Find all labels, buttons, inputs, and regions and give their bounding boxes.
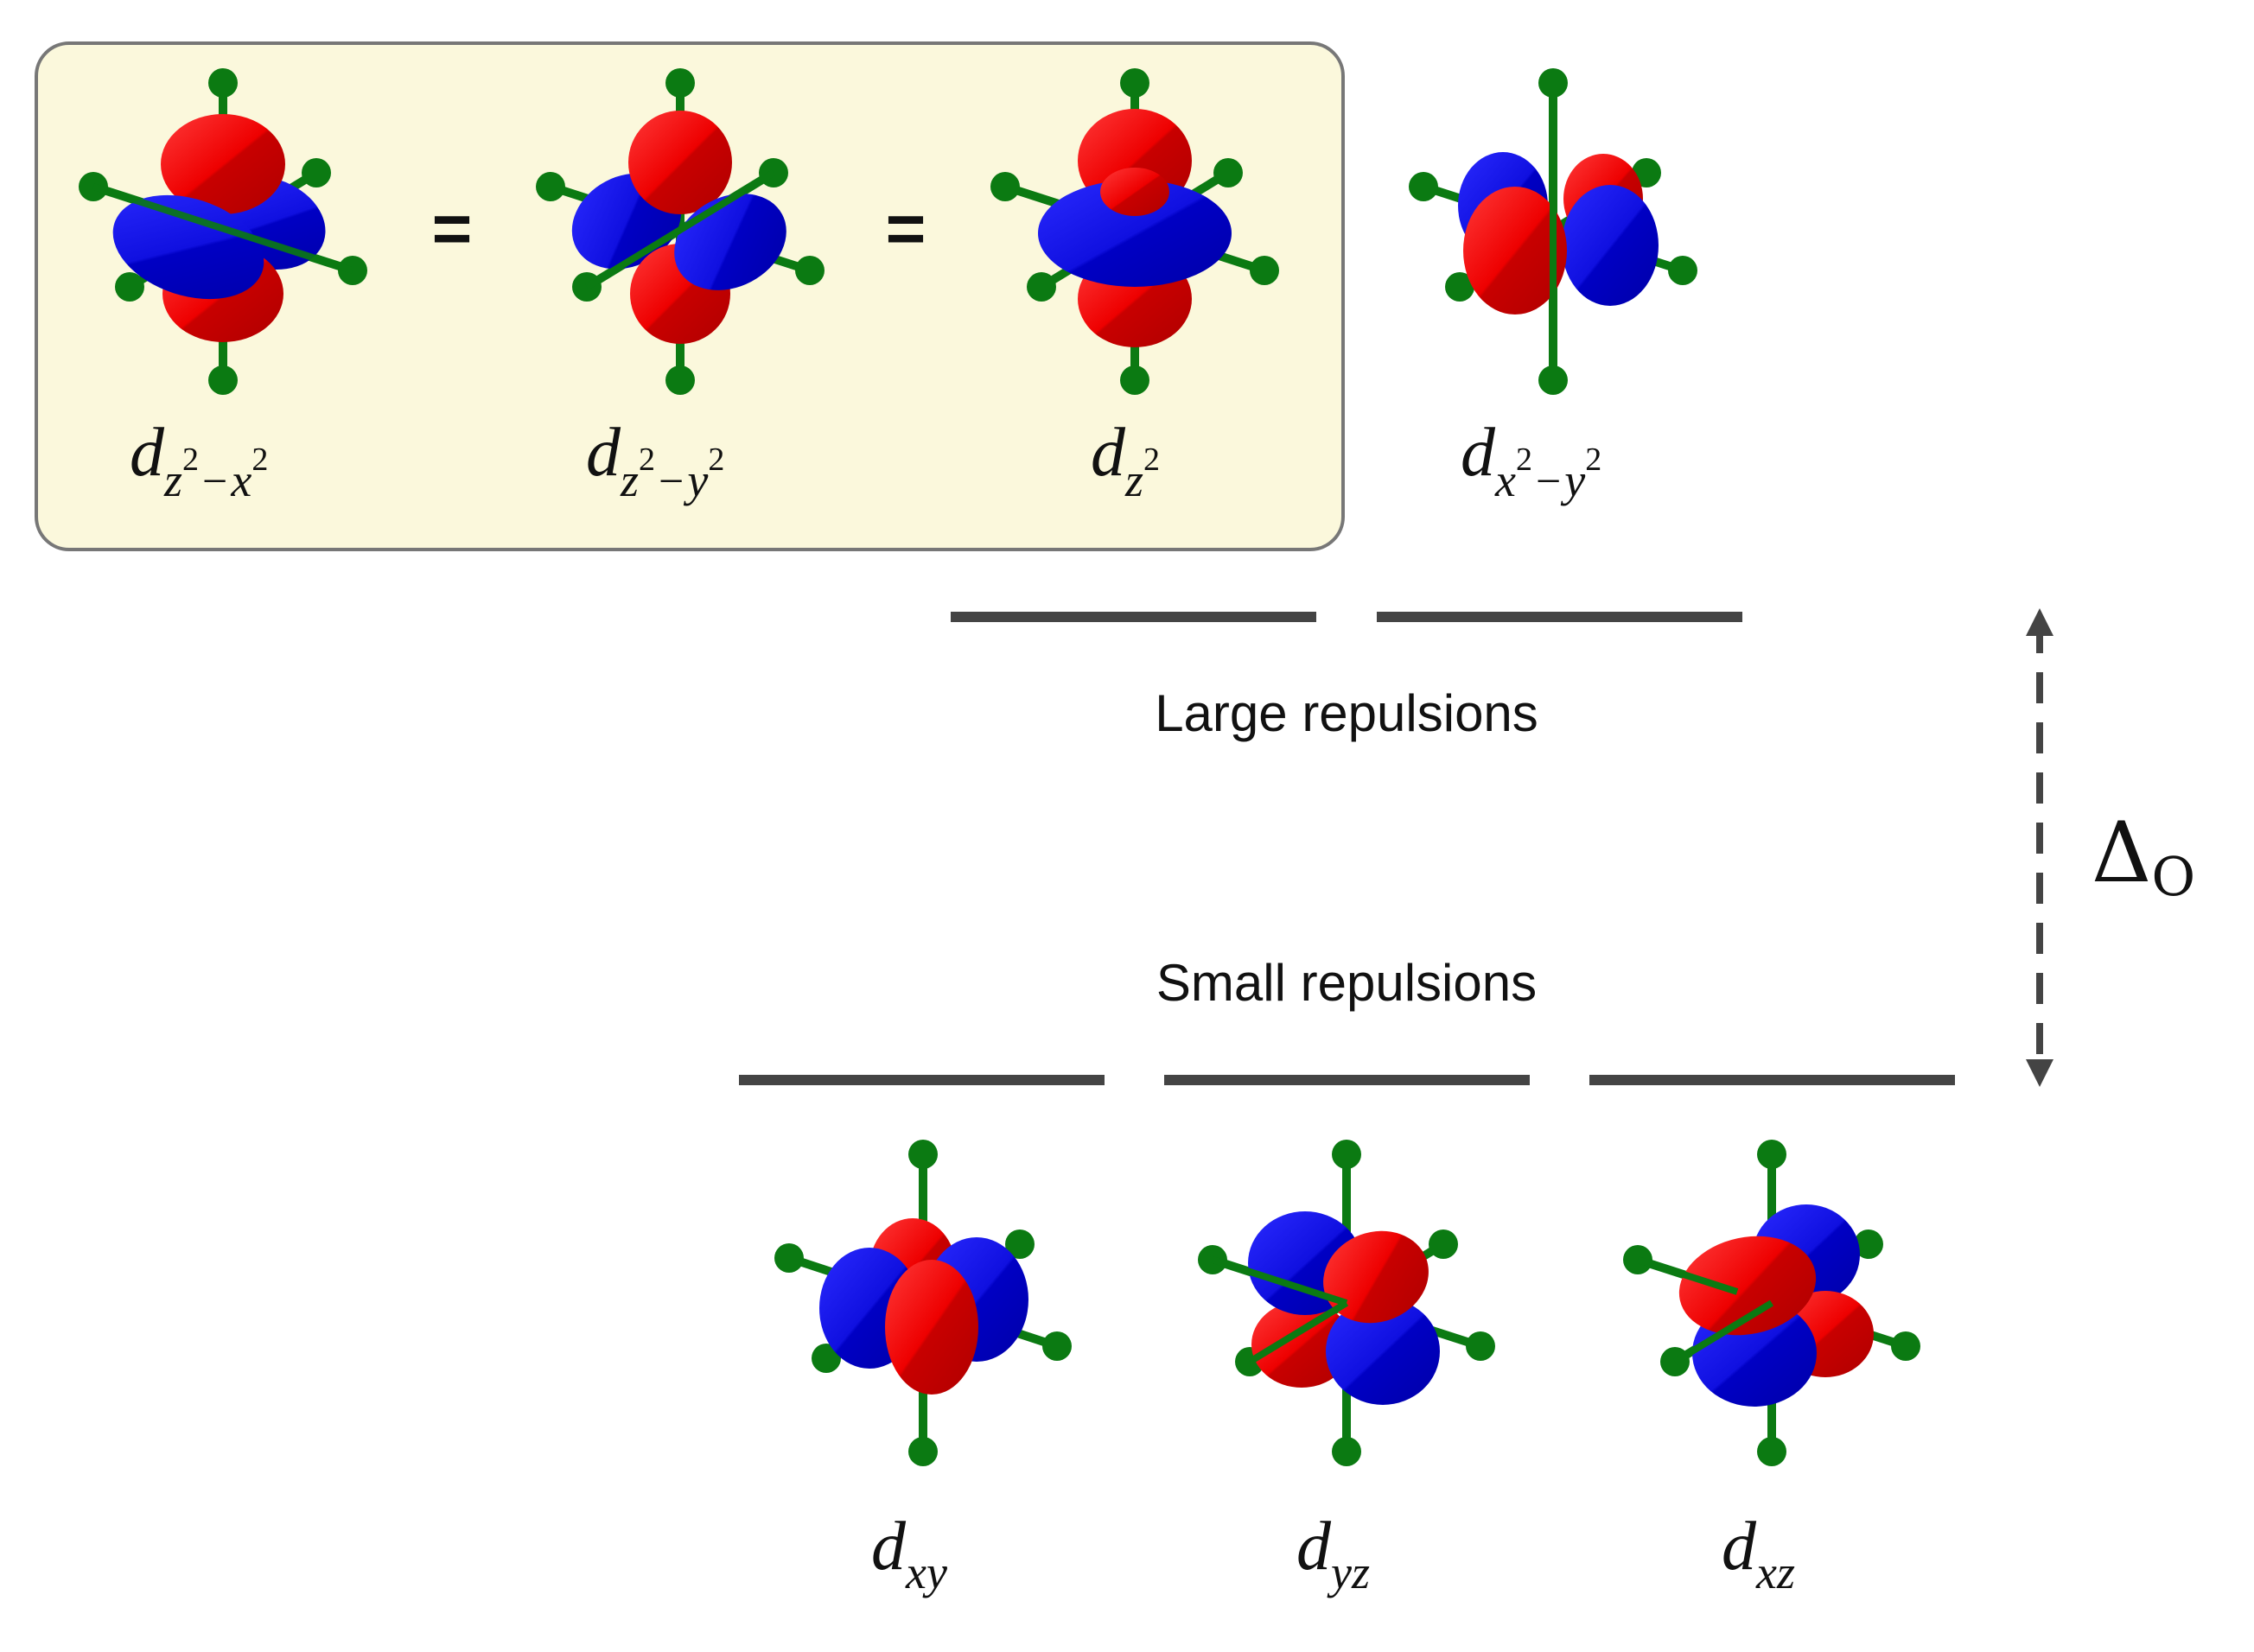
label-dz2-x2: dz2−x2	[130, 415, 268, 506]
large-repulsions-caption: Large repulsions	[1155, 684, 1538, 742]
small-repulsions-caption: Small repulsions	[1156, 954, 1537, 1012]
label-dz2-y2: dz2−y2	[586, 415, 724, 506]
orbital-dz2-x2-icon	[79, 68, 367, 395]
label-dz2: dz2	[1091, 415, 1160, 506]
orbital-dz2-icon	[990, 68, 1279, 395]
orbital-dyz-icon	[1198, 1140, 1495, 1466]
label-dyz: dyz	[1296, 1509, 1370, 1598]
label-dxy: dxy	[871, 1509, 947, 1598]
equals-sign: =	[432, 190, 473, 267]
orbital-dz2-y2-icon	[536, 68, 825, 395]
splitting-energy-label: ΔO	[2092, 804, 2195, 908]
orbital-dxy-icon	[774, 1140, 1072, 1466]
orbital-dxz-icon	[1623, 1140, 1920, 1466]
label-dx2-y2: dx2−y2	[1461, 415, 1601, 506]
equals-sign: =	[886, 190, 926, 267]
label-dxz: dxz	[1722, 1509, 1795, 1598]
orbital-dx2-y2-icon	[1409, 68, 1697, 395]
